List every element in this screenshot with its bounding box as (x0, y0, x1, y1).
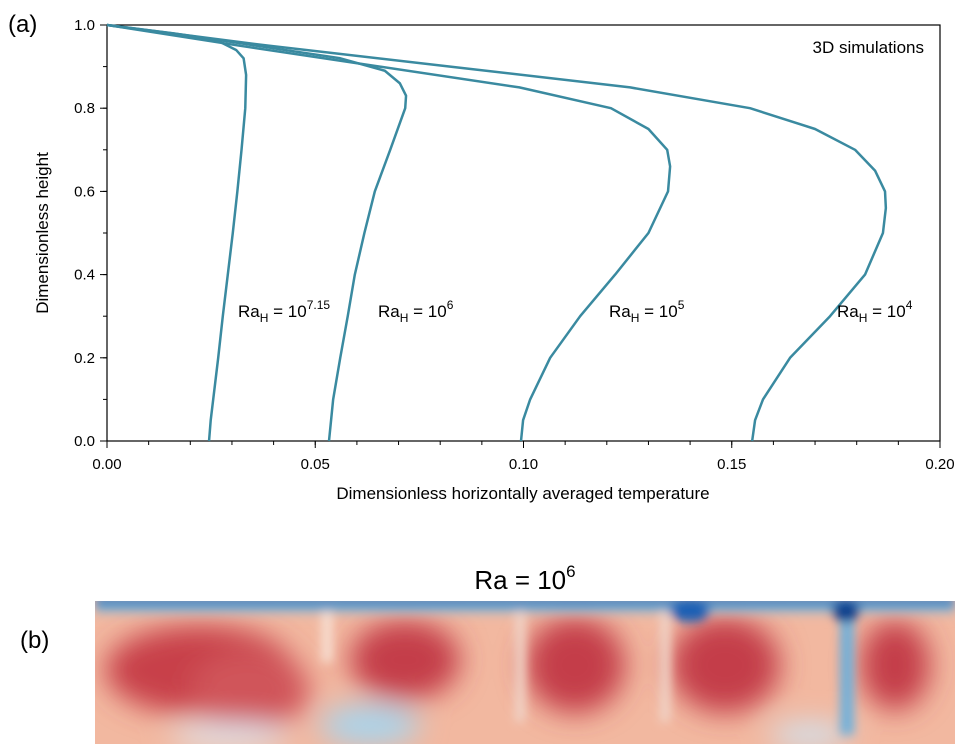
label-base: Ra (238, 302, 260, 321)
panel-title: Ra = 106 (474, 562, 575, 595)
x-tick-label: 0.05 (301, 456, 330, 473)
label-sub: H (859, 311, 868, 325)
x-tick-label: 0.20 (925, 456, 954, 473)
label-sub: H (631, 311, 640, 325)
panel-label: (a) (8, 11, 37, 38)
label-mid: = 10 (268, 302, 306, 321)
curve-label: RaH = 105 (609, 298, 685, 325)
label-mid: = 10 (408, 302, 446, 321)
label-sup: 4 (906, 298, 913, 312)
curve-label: RaH = 107.15 (238, 298, 330, 325)
curve-label: RaH = 104 (837, 298, 913, 325)
x-tick-label: 0.10 (509, 456, 538, 473)
panel-label: (b) (20, 627, 49, 654)
label-mid: = 10 (867, 302, 905, 321)
label-base: Ra (837, 302, 859, 321)
y-axis-label: Dimensionless height (33, 152, 52, 314)
curve (106, 23, 248, 442)
title-sup: 6 (566, 562, 575, 581)
x-axis-label: Dimensionless horizontally averaged temp… (336, 484, 709, 503)
label-mid: = 10 (639, 302, 677, 321)
x-tick-label: 0.15 (717, 456, 746, 473)
label-base: Ra (378, 302, 400, 321)
label-sup: 6 (447, 298, 454, 312)
label-base: Ra (609, 302, 631, 321)
curve-label: RaH = 106 (378, 298, 454, 325)
y-tick-label: 1.0 (74, 17, 95, 34)
y-tick-label: 0.4 (74, 267, 95, 284)
annotation: 3D simulations (813, 38, 925, 57)
curve (106, 23, 888, 442)
y-tick-label: 0.8 (74, 100, 95, 117)
y-tick-label: 0.2 (74, 350, 95, 367)
label-sub: H (400, 311, 409, 325)
label-sup: 5 (678, 298, 685, 312)
y-tick-label: 0.6 (74, 183, 95, 200)
label-sup: 7.15 (307, 298, 331, 312)
x-tick-label: 0.00 (92, 456, 121, 473)
label-sub: H (260, 311, 269, 325)
temperature-field (95, 601, 955, 744)
y-tick-label: 0.0 (74, 433, 95, 450)
curve (106, 23, 672, 442)
curve (106, 23, 408, 442)
title-base: Ra = 10 (474, 565, 566, 595)
